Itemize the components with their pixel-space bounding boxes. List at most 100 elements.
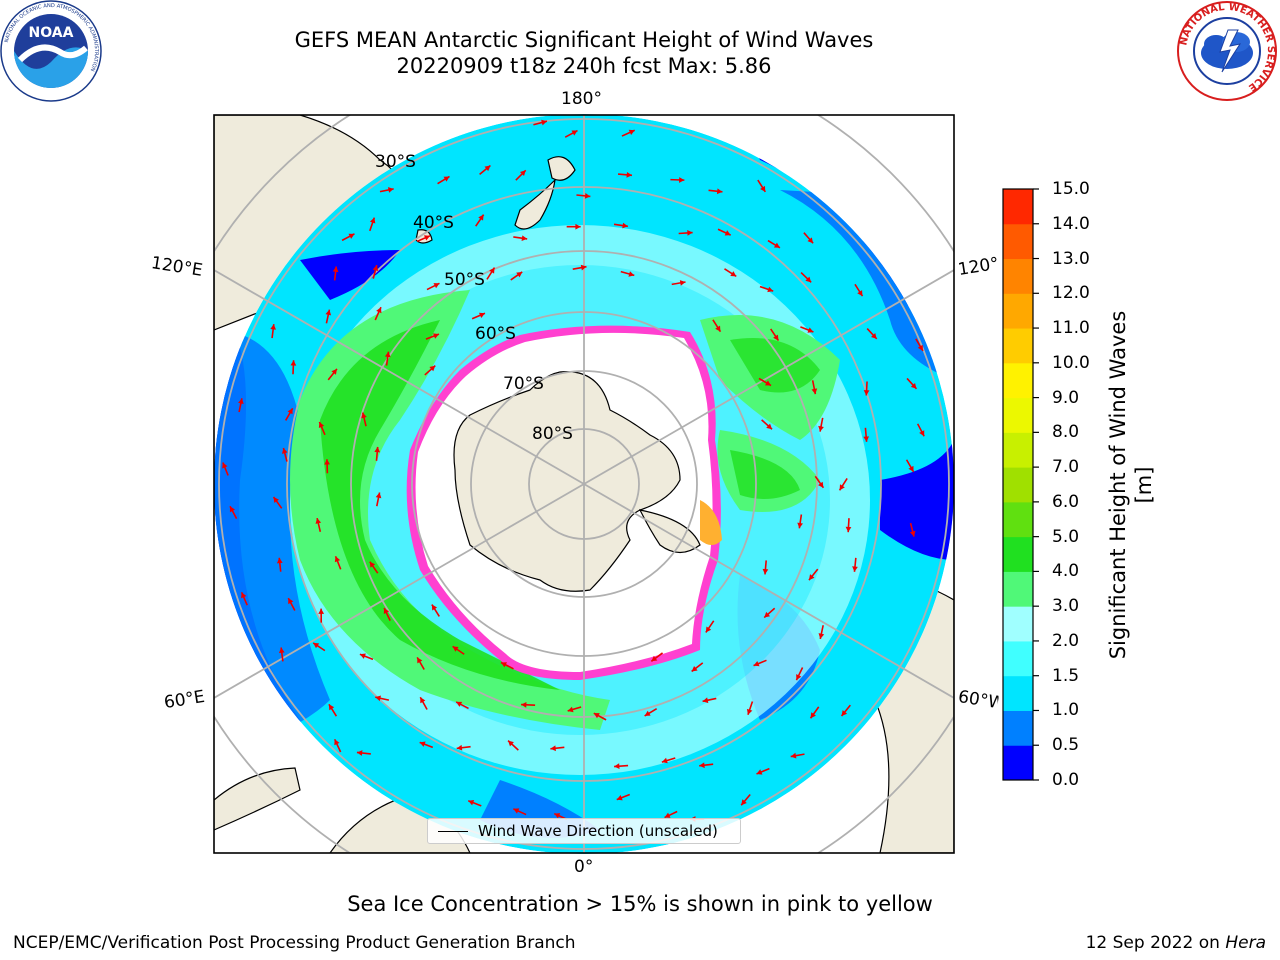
- wave-direction-arrowhead: [550, 745, 556, 752]
- colorbar-swatch: [1003, 571, 1033, 607]
- wave-direction-arrowhead: [909, 530, 916, 537]
- meridian-60w: [583, 483, 954, 699]
- colorbar-swatch: [1003, 640, 1033, 677]
- wave-direction-arrowhead: [508, 740, 514, 747]
- map-frame: [213, 114, 955, 854]
- wave-direction-arrowhead: [241, 592, 247, 599]
- wave-direction-arrowhead: [328, 704, 335, 711]
- wave-direction-arrowhead: [521, 701, 527, 708]
- wave-direction-arrowhead: [871, 333, 877, 339]
- wave-direction-arrowhead: [773, 242, 780, 248]
- wave-direction-arrowhead: [760, 185, 766, 192]
- wave-direction-arrowhead: [334, 739, 340, 746]
- wave-direction-arrowhead: [715, 325, 721, 332]
- map-legend: Wind Wave Direction (unscaled): [427, 818, 741, 844]
- wave-direction-arrowhead: [433, 333, 439, 339]
- meridian-120w: [583, 269, 954, 485]
- lat-label-60s: 60°S: [475, 324, 516, 344]
- wave-direction-arrowhead: [762, 568, 769, 575]
- wave-direction-arrowhead: [229, 506, 236, 513]
- wave-direction-arrowhead: [384, 351, 391, 358]
- wave-direction-arrowhead: [433, 283, 440, 289]
- wave-direction-arrowhead: [699, 762, 705, 769]
- producer-credit: NCEP/EMC/Verification Post Processing Pr…: [13, 933, 576, 953]
- wave-direction-arrowhead: [315, 518, 322, 524]
- colorbar-frame: [1002, 188, 1034, 781]
- africa-land: [214, 767, 301, 831]
- wave-direction-arrowhead: [651, 655, 658, 662]
- wave-direction-arrowhead: [369, 217, 376, 224]
- wave-direction-arrowhead: [818, 425, 824, 432]
- wave-direction-arrowhead: [288, 598, 294, 605]
- wave-direction-arrowhead: [318, 421, 325, 428]
- wave-direction-arrowhead: [516, 271, 523, 278]
- wind-wave-arrows: [222, 119, 925, 822]
- wave-direction-arrowhead: [766, 423, 773, 430]
- map-subtitle: 20220909 t18z 240h fcst Max: 5.86: [396, 54, 772, 78]
- ocean-band-low-east: [880, 440, 954, 560]
- wave-direction-arrowhead: [356, 750, 363, 756]
- wave-direction-arrowhead: [919, 430, 925, 437]
- wave-direction-arrowhead: [375, 695, 381, 702]
- wave-direction-arrowhead: [332, 266, 339, 273]
- wave-direction-arrowhead: [765, 380, 771, 386]
- wave-direction-arrowhead: [580, 264, 587, 271]
- lon-label-180: 180°: [561, 89, 602, 109]
- colorbar-swatch: [1003, 432, 1033, 468]
- colorbar-tick-label: 3.0: [1052, 596, 1080, 617]
- colorbar: [1003, 188, 1039, 781]
- colorbar-tick-label: 4.0: [1052, 561, 1080, 582]
- wave-direction-arrowhead: [513, 808, 520, 814]
- wave-direction-arrowhead: [383, 608, 390, 615]
- colorbar-swatch: [1003, 223, 1033, 260]
- colorbar-swatch: [1003, 362, 1033, 399]
- colorbar-tick-label: 8.0: [1052, 422, 1080, 443]
- wave-direction-arrowhead: [431, 604, 438, 611]
- noaa-logo-text: NOAA: [29, 25, 74, 41]
- wave-direction-arrowhead: [369, 561, 376, 568]
- colorbar-swatch: [1003, 745, 1033, 781]
- wave-direction-arrowhead: [334, 556, 341, 563]
- wave-direction-arrowhead: [616, 795, 623, 801]
- wave-direction-arrowhead: [452, 646, 459, 652]
- wave-direction-arrowhead: [387, 187, 394, 193]
- wave-direction-arrowhead: [324, 459, 330, 465]
- wave-direction-arrowhead: [331, 368, 337, 375]
- ocean-band-green-east: [730, 338, 820, 393]
- generation-date: 12 Sep 2022 on Hera: [1086, 932, 1266, 954]
- wave-direction-arrowhead: [852, 566, 858, 572]
- wave-direction-arrowhead: [839, 484, 845, 491]
- wave-direction-arrowhead: [626, 171, 632, 178]
- wave-direction-arrowhead: [489, 267, 495, 274]
- wave-direction-arrowhead: [521, 235, 528, 242]
- wave-direction-arrowhead: [807, 237, 814, 244]
- wave-direction-arrowhead: [376, 307, 382, 314]
- wave-direction-arrowhead: [773, 334, 779, 341]
- wave-direction-arrowhead: [664, 812, 671, 818]
- colorbar-swatch: [1003, 675, 1033, 711]
- wave-direction-arrowhead: [359, 653, 366, 659]
- wave-direction-arrowhead: [741, 799, 747, 806]
- wave-direction-arrowhead: [811, 388, 818, 395]
- lat-label-40s: 40°S: [413, 213, 454, 233]
- colorbar-swatch: [1003, 397, 1033, 433]
- legend-label: Wind Wave Direction (unscaled): [478, 822, 718, 840]
- wave-direction-arrowhead: [273, 496, 279, 503]
- wave-direction-arrowhead: [318, 608, 325, 614]
- wave-direction-arrowhead: [375, 492, 382, 499]
- colorbar-tick-label: 1.0: [1052, 700, 1080, 721]
- wave-direction-arrowhead: [541, 119, 547, 126]
- lat-label-30s: 30°S: [375, 152, 416, 172]
- wave-direction-arrowhead: [372, 265, 379, 271]
- wave-direction-arrowhead: [863, 390, 870, 396]
- wave-direction-arrowhead: [571, 130, 578, 136]
- ocean-band-low-nw: [300, 250, 400, 300]
- wave-direction-arrowhead: [278, 647, 285, 654]
- colorbar-swatch: [1003, 189, 1033, 225]
- colorbar-tick-label: 14.0: [1052, 213, 1090, 234]
- new-zealand-north: [547, 156, 576, 181]
- colorbar-swatch: [1003, 293, 1033, 329]
- sea-ice-yellow-patch: [700, 500, 722, 545]
- wave-direction-arrowhead: [746, 708, 753, 715]
